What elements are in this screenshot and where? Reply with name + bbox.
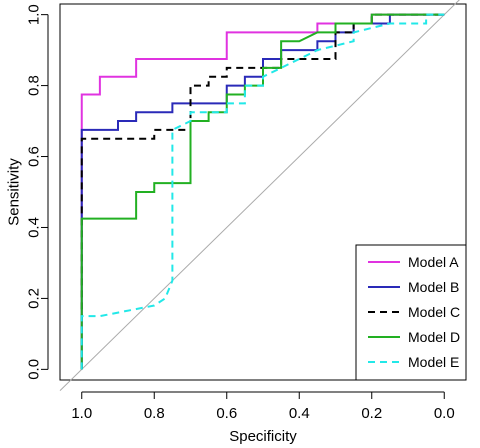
y-tick-label: 0.0 [26,359,43,380]
y-tick-label: 0.2 [26,288,43,309]
series-line-model-e [80,13,445,370]
y-axis-title: Sensitivity [6,158,23,226]
series-group [80,13,445,370]
legend-label: Model A [408,254,459,270]
plot-border [59,3,467,381]
y-tick-label: 0.6 [26,146,43,167]
legend-label: Model B [408,279,459,295]
x-tick-label: 0.8 [144,405,165,422]
y-tick-label: 0.4 [26,217,43,238]
legend-label: Model E [408,354,459,370]
x-tick-label: 0.4 [289,405,310,422]
reference-diagonal [59,0,460,391]
y-axis: 0.0 0.2 0.4 0.6 0.8 1.0 [26,4,49,380]
x-axis: 1.0 0.8 0.6 0.4 0.2 0.0 [71,391,455,422]
plot-area [59,3,467,381]
x-tick-label: 0.6 [216,405,237,422]
legend: Model A Model B Model C Model D Model E [355,244,467,381]
y-tick-label: 1.0 [26,4,43,25]
reference-line-group [59,0,460,391]
x-tick-label: 1.0 [71,405,92,422]
x-tick-label: 0.2 [361,405,382,422]
legend-label: Model D [408,329,460,345]
x-axis-title: Specificity [229,428,297,445]
x-tick-label: 0.0 [434,405,455,422]
y-tick-label: 0.8 [26,75,43,96]
legend-label: Model C [408,304,460,320]
